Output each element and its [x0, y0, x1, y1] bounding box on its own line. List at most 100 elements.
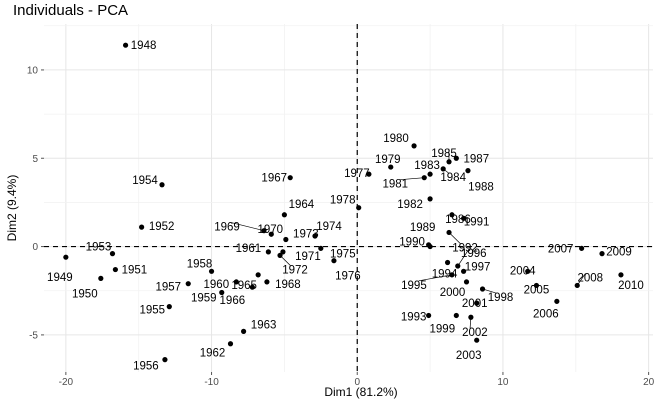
point-label-1957: 1957: [155, 282, 181, 294]
label-connector: [448, 232, 461, 244]
point-label-1991: 1991: [464, 216, 490, 228]
point-labels: 1948 1949 1950 1951 1952 1953 1954 1955 1956 1957…: [47, 40, 644, 372]
point-label-1982: 1982: [397, 199, 423, 211]
point-2003: [474, 337, 480, 343]
point-1990: [427, 243, 433, 250]
point-2006: [554, 298, 560, 304]
point-1949: [63, 254, 69, 260]
point-label-1994: 1994: [432, 268, 458, 280]
point-1964: [281, 212, 287, 218]
point-label-1995: 1995: [401, 280, 427, 292]
point-label-2008: 2008: [577, 272, 603, 284]
point-label-1997: 1997: [465, 261, 491, 273]
point-label-1983: 1983: [414, 160, 440, 172]
point-label-1960: 1960: [204, 279, 230, 291]
point-1992: [446, 229, 452, 236]
point-label-1962: 1962: [200, 348, 226, 360]
point-1996: [455, 263, 461, 269]
point-1961: [265, 249, 271, 255]
point-1950: [98, 275, 104, 281]
point-1956: [162, 357, 168, 363]
point-1972: [277, 252, 283, 259]
point-1965: [255, 272, 261, 278]
point-2002: [468, 314, 474, 320]
x-tick-label: -10: [204, 377, 219, 388]
x-axis-title: Dim1 (81.2%): [324, 385, 397, 399]
point-1978: [356, 205, 362, 211]
point-1981: [421, 175, 427, 181]
point-label-1948: 1948: [131, 40, 157, 52]
point-label-1993: 1993: [401, 311, 427, 323]
reference-lines: [44, 24, 653, 372]
point-2008: [574, 282, 580, 289]
point-1963: [241, 328, 247, 334]
point-1998: [479, 286, 486, 292]
point-label-1979: 1979: [375, 154, 401, 166]
point-label-1959: 1959: [191, 293, 217, 305]
point-1995: [449, 272, 455, 278]
point-1959: [219, 289, 225, 296]
point-label-2007: 2007: [548, 243, 574, 255]
point-2005: [533, 282, 540, 289]
point-label-1974: 1974: [316, 221, 342, 233]
point-label-1953: 1953: [86, 242, 112, 254]
point-1993: [426, 312, 432, 319]
point-1960: [233, 279, 239, 285]
point-label-1980: 1980: [383, 133, 409, 145]
axes: -20 -10 0 10 20 -5 0 5 10: [27, 65, 655, 388]
point-label-2003: 2003: [456, 350, 482, 362]
point-1962: [227, 341, 234, 347]
point-label-1985: 1985: [431, 148, 457, 160]
point-1991: [460, 215, 467, 221]
point-label-1952: 1952: [149, 221, 175, 233]
point-1987: [453, 155, 459, 161]
point-1966: [249, 284, 255, 290]
point-label-1972: 1972: [282, 264, 308, 276]
point-1969: [261, 228, 267, 234]
point-1976: [331, 258, 337, 264]
point-1988: [465, 168, 471, 174]
point-label-1958: 1958: [187, 258, 213, 270]
point-2009: [599, 251, 605, 257]
point-label-1954: 1954: [132, 175, 158, 187]
point-label-1950: 1950: [72, 288, 98, 300]
point-1999: [453, 312, 459, 319]
point-label-1978: 1978: [330, 195, 356, 207]
label-connector: [400, 177, 425, 181]
point-label-1961: 1961: [236, 243, 262, 255]
point-1979: [388, 164, 394, 170]
label-connector: [231, 222, 265, 232]
y-tick-label: 10: [27, 65, 39, 76]
point-1986: [449, 212, 455, 218]
point-1952: [139, 224, 145, 230]
y-tick-label: 0: [32, 242, 38, 253]
point-2007: [579, 245, 585, 251]
point-label-1988: 1988: [468, 182, 494, 194]
point-1980: [411, 143, 417, 149]
point-label-1981: 1981: [382, 179, 408, 191]
point-1970: [268, 231, 274, 237]
point-label-2009: 2009: [606, 247, 632, 259]
label-connector: [457, 248, 470, 267]
point-label-2004: 2004: [510, 265, 536, 277]
point-1977: [366, 171, 372, 177]
point-label-1969: 1969: [214, 222, 240, 234]
point-1982: [427, 196, 433, 202]
point-1994: [444, 259, 451, 266]
point-label-1967: 1967: [261, 173, 287, 185]
y-axis-title: Dim2 (9.4%): [5, 175, 19, 242]
point-label-1977: 1977: [344, 168, 370, 180]
point-1955: [166, 304, 172, 310]
point-2000: [463, 279, 470, 285]
point-1958: [208, 268, 215, 274]
point-label-2002: 2002: [462, 327, 488, 339]
point-label-1955: 1955: [139, 305, 165, 317]
point-1954: [159, 182, 165, 188]
point-1983: [427, 171, 433, 177]
point-label-1990: 1990: [399, 237, 425, 249]
x-tick-label: 0: [354, 377, 360, 388]
x-tick-label: 10: [497, 377, 509, 388]
point-label-1996: 1996: [461, 248, 487, 260]
point-label-2006: 2006: [533, 308, 559, 320]
